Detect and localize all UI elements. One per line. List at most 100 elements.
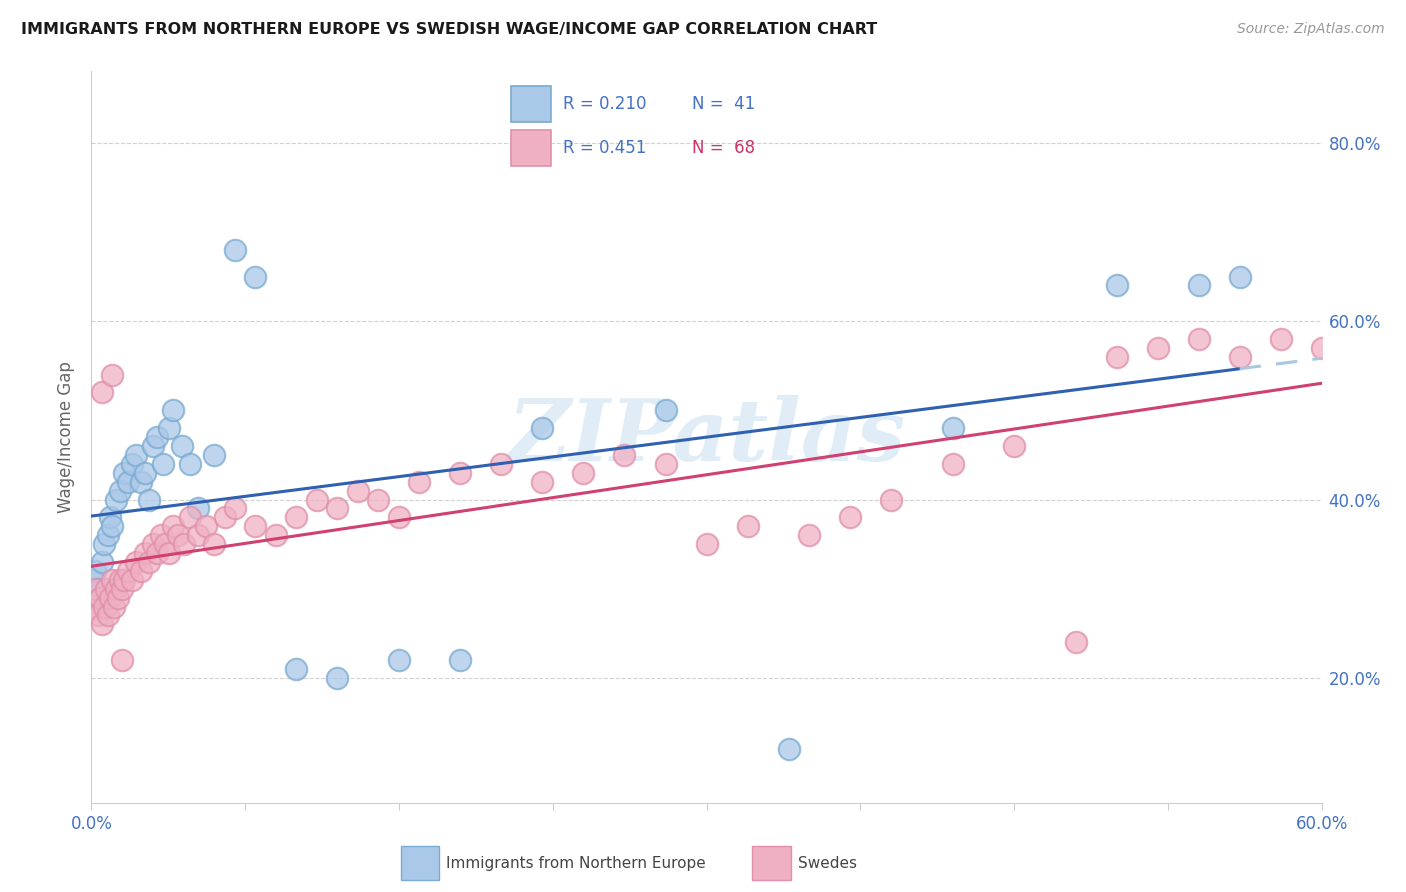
Point [695, 537, 717, 551]
Point [839, 510, 862, 524]
Point [94, 599, 117, 614]
Point [326, 501, 349, 516]
Point [1146, 341, 1168, 355]
Point [654, 457, 676, 471]
Point [305, 492, 328, 507]
Point [152, 457, 174, 471]
Point [84, 582, 107, 596]
Point [84, 564, 107, 578]
Point [142, 537, 165, 551]
Point [1270, 332, 1292, 346]
Point [101, 368, 124, 382]
Point [347, 483, 370, 498]
Point [82, 573, 104, 587]
Point [125, 448, 148, 462]
Point [98, 510, 121, 524]
Point [572, 466, 595, 480]
Point [202, 537, 225, 551]
Point [94, 582, 117, 596]
Point [179, 510, 201, 524]
Point [97, 528, 120, 542]
Bar [510, 87, 551, 122]
Point [224, 243, 246, 257]
Point [654, 403, 676, 417]
Point [1310, 341, 1333, 355]
Point [134, 466, 156, 480]
Point [1105, 278, 1128, 293]
Point [142, 439, 165, 453]
Point [117, 475, 139, 489]
Point [117, 564, 139, 578]
Point [129, 564, 152, 578]
Point [125, 555, 148, 569]
Point [449, 653, 471, 667]
Point [103, 599, 125, 614]
Point [187, 501, 209, 516]
Point [388, 653, 411, 667]
Text: N =  41: N = 41 [692, 95, 755, 113]
Point [134, 546, 156, 560]
Point [82, 599, 104, 614]
Point [531, 475, 554, 489]
Point [531, 421, 554, 435]
Point [93, 537, 115, 551]
Point [166, 528, 188, 542]
Point [162, 403, 184, 417]
Text: R = 0.210: R = 0.210 [562, 95, 645, 113]
Point [224, 501, 246, 516]
Point [179, 457, 201, 471]
Point [146, 430, 169, 444]
Bar [752, 846, 792, 880]
Bar [401, 846, 439, 880]
Point [880, 492, 903, 507]
Point [90, 555, 112, 569]
Point [613, 448, 636, 462]
Point [111, 653, 134, 667]
Y-axis label: Wage/Income Gap: Wage/Income Gap [58, 361, 76, 513]
Text: Source: ZipAtlas.com: Source: ZipAtlas.com [1237, 22, 1385, 37]
Point [112, 466, 135, 480]
Point [408, 475, 430, 489]
Point [1187, 278, 1209, 293]
Point [202, 448, 225, 462]
Point [138, 492, 160, 507]
Point [388, 510, 411, 524]
Text: Swedes: Swedes [799, 855, 856, 871]
Point [1002, 439, 1025, 453]
Point [86, 608, 108, 623]
Point [797, 528, 820, 542]
Point [89, 591, 111, 605]
Point [187, 528, 209, 542]
Point [108, 573, 131, 587]
Point [942, 457, 965, 471]
Point [491, 457, 513, 471]
Point [101, 519, 124, 533]
Point [93, 599, 115, 614]
Point [285, 662, 308, 676]
Point [1105, 350, 1128, 364]
Point [245, 269, 267, 284]
Point [146, 546, 169, 560]
Point [101, 573, 124, 587]
Point [173, 537, 195, 551]
Point [778, 742, 800, 756]
Point [89, 591, 111, 605]
Point [108, 483, 131, 498]
Text: N =  68: N = 68 [692, 139, 755, 157]
Point [195, 519, 218, 533]
Point [105, 582, 127, 596]
Point [138, 555, 160, 569]
Point [86, 582, 108, 596]
Point [214, 510, 236, 524]
Point [245, 519, 267, 533]
Point [157, 421, 180, 435]
Point [264, 528, 287, 542]
Point [326, 671, 349, 685]
Point [737, 519, 759, 533]
Point [1229, 350, 1251, 364]
Point [449, 466, 471, 480]
Point [367, 492, 389, 507]
Point [90, 617, 112, 632]
Point [285, 510, 308, 524]
Point [97, 608, 120, 623]
